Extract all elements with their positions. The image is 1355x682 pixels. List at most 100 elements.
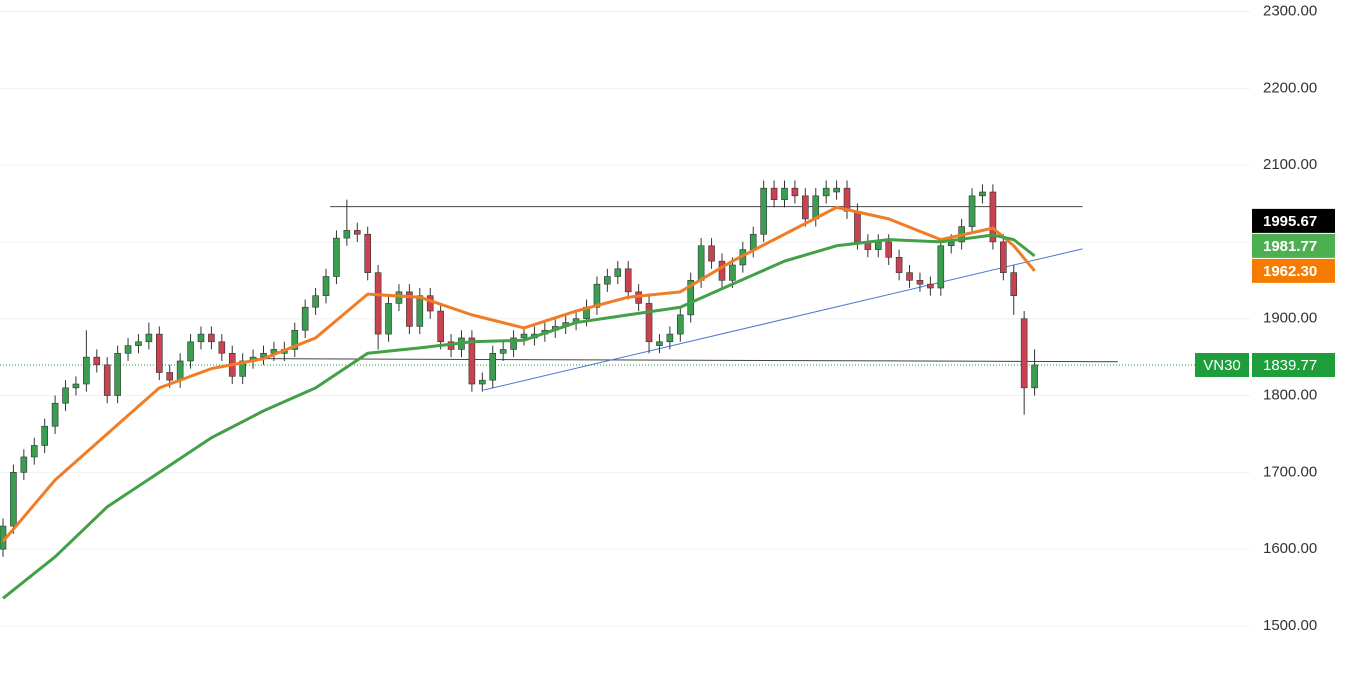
candle-body (437, 310, 444, 343)
candle-body (51, 402, 59, 427)
candle-body (708, 245, 715, 262)
symbol-tag (1195, 352, 1249, 377)
candle-body (781, 187, 788, 200)
candle-body (103, 364, 111, 396)
candle-body (854, 210, 861, 243)
candle-body (353, 230, 361, 235)
candle-body (645, 303, 653, 343)
candle-body (885, 241, 893, 258)
price-tag-label: 1962.30 (1263, 263, 1317, 280)
candle-body (614, 268, 622, 277)
candle-body (624, 268, 632, 293)
candle-body (343, 230, 351, 239)
candle-body (322, 276, 330, 296)
candle-body (426, 295, 434, 312)
y-tick-label: 1800.00 (1263, 386, 1317, 403)
candle-body (604, 276, 611, 285)
candle-body (479, 379, 486, 385)
candle-body (927, 283, 934, 289)
candle-body (145, 333, 153, 343)
y-tick-label: 1700.00 (1263, 463, 1317, 480)
candle-body (30, 445, 38, 458)
candle-body (156, 333, 163, 373)
candle-body (979, 191, 986, 197)
candle-body (906, 272, 913, 281)
candle-body (301, 306, 309, 331)
candle-body (1031, 364, 1038, 389)
candle-body (114, 352, 121, 396)
candle-body (833, 187, 840, 193)
last-price-label: 1839.77 (1263, 357, 1317, 374)
candle-body (1010, 272, 1018, 296)
price-tag (1252, 208, 1335, 233)
y-tick-label: 1600.00 (1263, 540, 1317, 557)
candle-body (406, 291, 413, 327)
y-tick-label: 2100.00 (1263, 156, 1317, 173)
candle-body (489, 352, 497, 381)
candle-body (676, 314, 684, 335)
moving-average (2, 233, 1036, 600)
candle-body (135, 341, 142, 346)
candle-body (166, 372, 174, 381)
candle-body (333, 237, 340, 277)
y-tick-label: 2300.00 (1263, 2, 1317, 19)
candle-body (197, 333, 205, 343)
candle-body (729, 264, 736, 281)
price-tag (1252, 233, 1335, 258)
candle-body (770, 187, 778, 200)
candle-body (510, 337, 517, 350)
last-price-tag (1252, 352, 1335, 377)
candle-body (802, 195, 809, 220)
y-tick-label: 2200.00 (1263, 79, 1317, 96)
candle-body (93, 356, 101, 366)
candle-body (468, 337, 476, 385)
candle-body (218, 341, 226, 354)
candle-body (10, 472, 17, 527)
y-tick-label: 1900.00 (1263, 310, 1317, 327)
candle-body (416, 295, 424, 327)
candle-body (874, 241, 882, 250)
drawing-line (483, 248, 1083, 391)
candle-body (916, 280, 924, 285)
candle-body (697, 245, 705, 281)
drawing-line (249, 358, 1118, 363)
candle-body (20, 456, 28, 473)
candle-body (989, 191, 997, 243)
candle-body (83, 356, 90, 385)
price-tag-label: 1995.67 (1263, 213, 1317, 230)
candle-body (239, 360, 246, 377)
candle-body (1000, 241, 1007, 273)
candle-body (666, 333, 674, 343)
candle-body (374, 272, 382, 335)
candle-body (187, 341, 194, 362)
candle-body (124, 345, 132, 354)
candle-body (385, 303, 392, 335)
candle-body (968, 195, 976, 227)
candle-body (718, 260, 726, 281)
candle-body (291, 329, 299, 350)
candle-body (593, 283, 601, 308)
price-tag-label: 1981.77 (1263, 238, 1317, 255)
candle-body (41, 425, 48, 446)
price-tag (1252, 258, 1335, 283)
candle-body (760, 187, 767, 235)
moving-average (1, 205, 1036, 543)
y-tick-label: 1500.00 (1263, 617, 1317, 634)
candle-body (791, 187, 799, 197)
candle-body (520, 333, 528, 339)
symbol-label: VN30 (1203, 357, 1241, 374)
candle-body (364, 233, 372, 273)
candle-body (208, 333, 215, 343)
candle-body (822, 187, 830, 197)
candle-body (656, 341, 663, 346)
candle-body (176, 360, 184, 381)
candle-body (895, 256, 903, 273)
candle-body (499, 349, 507, 354)
candle-body (947, 241, 955, 247)
candle-body (749, 233, 757, 250)
candle-body (687, 280, 695, 316)
candle-body (312, 295, 319, 308)
candle-body (1020, 318, 1028, 389)
